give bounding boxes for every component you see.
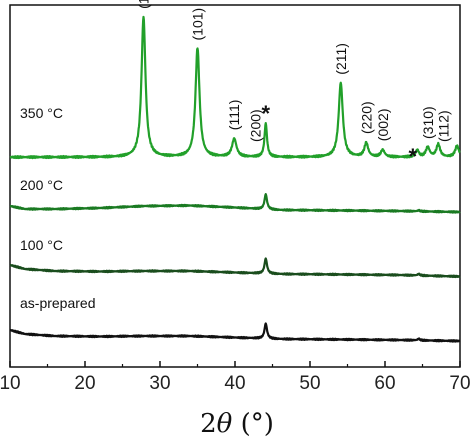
label-layer: 350 °C 200 °C 100 °C as-prepared (110) (101) (… [20,0,452,311]
x-tick-label: 40 [224,373,245,394]
series-line [9,322,461,343]
x-tick-label: 30 [149,373,170,394]
series-label: 100 °C [20,237,63,253]
plot-frame [9,4,461,368]
peak-label: (112) [436,110,452,142]
peak-label: (002) [375,109,391,142]
peak-label: (310) [420,106,436,139]
series-label: as-prepared [20,295,96,311]
peak-label: (200) [247,109,263,142]
series-line [9,15,461,160]
x-tick-label: 10 [0,373,21,394]
peak-label: (211) [333,43,349,75]
peak-label: (220) [358,101,374,134]
peak-label: (110) [136,0,152,9]
star-marker: * [409,144,418,169]
series-label: 350 °C [20,105,63,121]
star-marker: * [262,101,271,126]
peak-label: (111) [226,100,242,131]
series-line [9,257,461,279]
series-layer [9,15,461,343]
series-label: 200 °C [20,177,63,193]
series-line [9,193,461,214]
x-tick-label: 20 [74,373,95,394]
x-tick-label: 50 [299,373,320,394]
x-tick-label: 60 [374,373,395,394]
peak-label: (101) [190,8,206,41]
x-axis-ticks: 10 20 30 40 50 60 70 [0,361,471,394]
x-axis-title: 2θ (°) [200,409,274,439]
x-tick-label: 70 [449,373,470,394]
